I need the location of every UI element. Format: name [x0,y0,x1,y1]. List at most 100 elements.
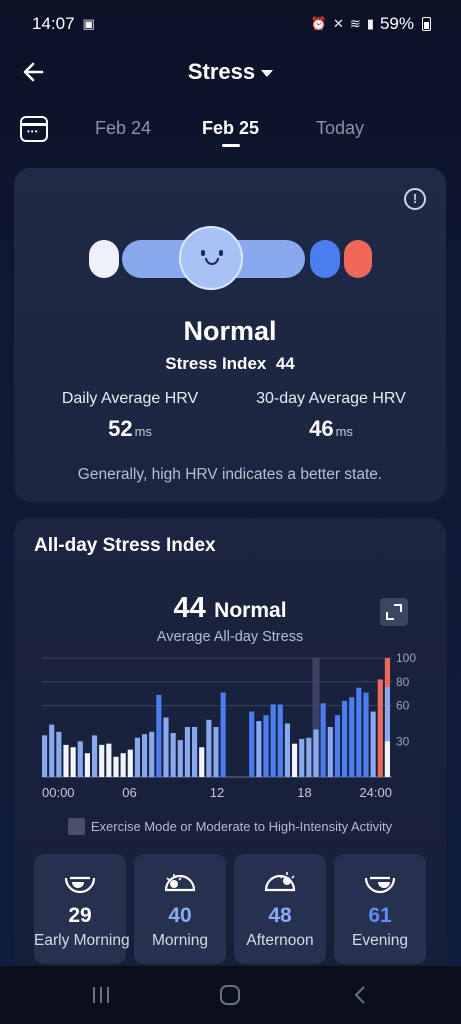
chart-bar [320,703,326,777]
chart-bar [120,753,126,777]
title-dropdown[interactable]: Stress [188,59,274,85]
smiley-face-icon [179,226,243,290]
y-tick-label: 60 [396,699,410,713]
legend-label: Exercise Mode or Moderate to High-Intens… [90,819,393,834]
chevron-down-icon [261,70,274,77]
chart-bar [99,744,105,777]
period-afternoon[interactable]: 48 Afternoon [234,854,326,964]
chart-bar-low [384,741,390,777]
chart-bar [192,727,198,777]
chart-bar [342,700,348,777]
chart-bar [56,731,62,777]
home-icon[interactable] [219,984,241,1006]
period-value: 40 [168,904,192,927]
monthly-hrv: 30-day Average HRV 46 ms [231,390,431,442]
chart-bar [134,737,140,777]
chart-bar [49,724,55,777]
chart-bar [299,738,305,777]
back-arrow-icon[interactable] [20,58,48,86]
chart-bar [363,692,369,777]
tab-today[interactable]: Today [316,118,365,138]
battery-icon [422,17,431,31]
stress-gauge [14,224,446,294]
chart-bar [156,694,162,777]
battery-percent: 59% [379,14,414,33]
alarm-icon: ⏰ [310,16,327,31]
recent-apps-icon[interactable] [90,984,112,1006]
y-tick-label: 100 [396,651,416,665]
stress-summary-card: ! Normal Stress Index 44 Daily Average H… [14,168,446,502]
allday-title: All-day Stress Index [34,535,216,556]
allday-avg-value: 44 [173,592,206,624]
period-morning[interactable]: 40 Morning [134,854,226,964]
stress-index-value: 44 [275,354,295,373]
exercise-swatch [67,818,85,835]
chart-bar [334,715,340,777]
period-label: Morning [152,932,208,949]
back-icon[interactable] [350,984,372,1006]
chart-bar [206,719,212,777]
chart-bar [313,729,319,777]
chart-bar [256,721,262,777]
period-label: Evening [351,932,408,949]
chart-bar [106,743,112,777]
expand-icon[interactable] [380,598,408,626]
date-selector: ••• Feb 24 Feb 25 Today [0,108,461,152]
tab-current-date[interactable]: Feb 25 [202,118,260,138]
app-header: Stress [0,48,461,96]
chart-bar-peak [384,658,390,687]
hrv-note: Generally, high HRV indicates a better s… [77,466,383,483]
gallery-icon: ▣ [82,16,95,31]
gauge-segment-high [344,240,372,278]
chart-bar [199,747,205,777]
chart-bar [213,727,219,777]
chart-bar [370,711,376,777]
stress-bar-chart[interactable]: 100 80 60 30 00:00 06 12 18 24:00 [14,648,446,808]
chart-bar [349,697,355,777]
monthly-hrv-unit: ms [335,424,353,439]
info-icon[interactable]: ! [404,188,426,210]
gauge-segment-relaxed [89,240,119,278]
chart-bar [163,717,169,777]
daily-hrv: Daily Average HRV 52 ms [30,390,230,442]
chart-bar [84,753,90,777]
monthly-hrv-value: 46 [309,416,334,441]
x-tick-label: 00:00 [42,785,75,800]
chart-bar [284,723,290,777]
period-value: 29 [68,904,92,927]
mute-icon: ✕ [333,16,344,31]
stress-state: Normal [183,316,277,346]
daily-hrv-value: 52 [108,416,133,441]
daily-hrv-unit: ms [134,424,152,439]
chart-bar [270,704,276,777]
chart-bar [292,743,298,777]
chart-bar [63,744,69,777]
calendar-icon[interactable]: ••• [20,116,48,142]
exercise-band [312,658,320,777]
allday-average: 44 Normal [14,592,446,625]
allday-avg-label: Average All-day Stress [156,629,304,645]
period-early-morning[interactable]: 29 Early Morning [34,854,130,964]
chart-bar [70,747,76,777]
chart-bar [356,687,362,777]
stress-index: Stress Index 44 [14,354,446,374]
chart-bar [170,732,176,777]
tab-prev-date[interactable]: Feb 24 [95,118,152,138]
status-bar: 14:07 ▣ ⏰ ✕ ≋ ▮ 59% [0,0,461,48]
x-tick-label: 24:00 [359,785,392,800]
chart-bar [77,741,83,777]
chart-bar [127,749,133,777]
status-time: 14:07 [32,14,75,33]
chart-bar [42,735,48,777]
period-value: 61 [368,904,392,927]
chart-bar [142,734,148,777]
chart-bar [249,711,255,777]
chart-bar [327,727,333,777]
daily-hrv-label: Daily Average HRV [61,390,199,407]
x-tick-label: 12 [210,785,224,800]
gauge-segment-medium [310,240,340,278]
period-evening[interactable]: 61 Evening [334,854,426,964]
moon-rise-icon [364,876,396,894]
moon-set-icon [64,876,96,894]
chart-legend: Exercise Mode or Moderate to High-Intens… [14,818,446,835]
